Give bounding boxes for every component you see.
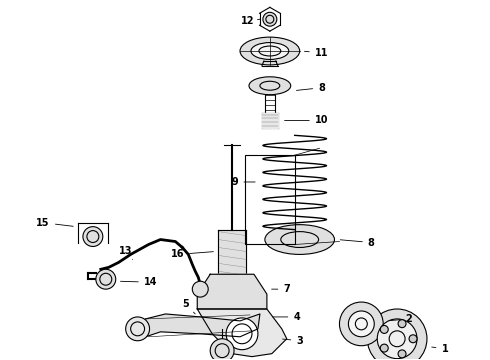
Text: 14: 14 — [121, 277, 157, 287]
Text: 5: 5 — [182, 299, 196, 314]
Polygon shape — [197, 274, 267, 309]
Ellipse shape — [265, 225, 335, 255]
Circle shape — [380, 325, 388, 333]
Polygon shape — [197, 309, 287, 357]
Ellipse shape — [251, 42, 289, 59]
Polygon shape — [218, 230, 246, 274]
Text: 16: 16 — [171, 249, 213, 260]
Text: 9: 9 — [232, 177, 255, 187]
Circle shape — [263, 12, 277, 26]
Circle shape — [210, 339, 234, 360]
Polygon shape — [262, 113, 278, 129]
Text: 15: 15 — [36, 218, 73, 228]
Text: 13: 13 — [119, 247, 133, 260]
Circle shape — [96, 269, 116, 289]
Ellipse shape — [249, 77, 291, 95]
Circle shape — [398, 350, 406, 358]
Circle shape — [83, 227, 103, 247]
Circle shape — [377, 319, 417, 359]
Text: 11: 11 — [304, 48, 328, 58]
Circle shape — [398, 320, 406, 328]
Circle shape — [226, 318, 258, 350]
Circle shape — [409, 335, 417, 343]
Text: 2: 2 — [389, 314, 413, 324]
Circle shape — [380, 344, 388, 352]
Ellipse shape — [240, 37, 300, 65]
Polygon shape — [131, 314, 260, 337]
Text: 12: 12 — [241, 16, 260, 26]
Text: 10: 10 — [285, 116, 328, 126]
Text: 4: 4 — [272, 312, 300, 322]
Text: 3: 3 — [283, 336, 303, 346]
Circle shape — [192, 281, 208, 297]
Text: 6: 6 — [0, 359, 1, 360]
Text: 7: 7 — [271, 284, 290, 294]
Text: 1: 1 — [432, 344, 448, 354]
Circle shape — [348, 311, 374, 337]
Circle shape — [125, 317, 149, 341]
Circle shape — [368, 309, 427, 360]
Text: 8: 8 — [340, 238, 375, 248]
Circle shape — [340, 302, 383, 346]
Text: 8: 8 — [296, 83, 325, 93]
